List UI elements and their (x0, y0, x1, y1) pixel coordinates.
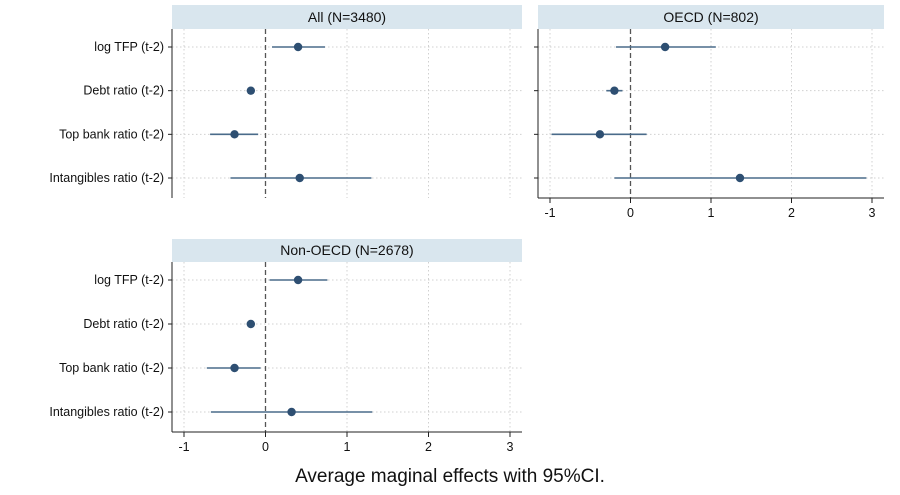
x-tick-label: 3 (869, 206, 876, 220)
panel-title: OECD (N=802) (663, 9, 758, 25)
point-estimate (230, 130, 239, 139)
point-estimate (293, 42, 303, 52)
point-estimate (246, 86, 256, 95)
x-tick-label: 2 (788, 206, 795, 220)
panel-header (172, 5, 522, 29)
point-estimate (295, 173, 304, 183)
panel-2: OECD (N=802) -1 0 1 2 3 (534, 5, 884, 220)
category-label: Intangibles ratio (t-2) (49, 171, 164, 185)
panel-header (172, 239, 522, 262)
point-estimate (287, 407, 296, 417)
figure-caption: Average maginal effects with 95%CI. (295, 466, 605, 487)
category-label: Debt ratio (t-2) (83, 317, 164, 331)
point-estimate (610, 86, 619, 95)
x-tick-label: 2 (425, 440, 432, 454)
x-tick-label: 0 (262, 440, 269, 454)
panel-header (538, 5, 884, 29)
panel-1: All (N=3480) log TFP (t-2) Debt ratio (t-2… (49, 5, 522, 198)
x-tick-label: 0 (627, 206, 634, 220)
category-label: Intangibles ratio (t-2) (49, 405, 164, 419)
point-estimate (595, 130, 605, 139)
category-label: Top bank ratio (t-2) (59, 361, 164, 375)
x-tick-label: -1 (178, 440, 189, 454)
category-label: Top bank ratio (t-2) (59, 127, 164, 141)
x-tick-label: -1 (544, 206, 555, 220)
point-estimate (293, 275, 303, 285)
x-tick-label: 3 (507, 440, 514, 454)
point-estimate (246, 319, 256, 329)
x-tick-label: 1 (344, 440, 351, 454)
category-label: log TFP (t-2) (94, 40, 164, 54)
panel-title: All (N=3480) (308, 9, 386, 25)
point-estimate (660, 42, 670, 52)
panel-title: Non-OECD (N=2678) (280, 242, 413, 258)
panel-3: Non-OECD (N=2678) log TFP (t-2) Debt ratio… (49, 239, 522, 454)
point-estimate (230, 363, 239, 373)
category-label: log TFP (t-2) (94, 273, 164, 287)
x-tick-label: 1 (708, 206, 715, 220)
point-estimate (735, 173, 745, 183)
category-label: Debt ratio (t-2) (83, 84, 164, 98)
